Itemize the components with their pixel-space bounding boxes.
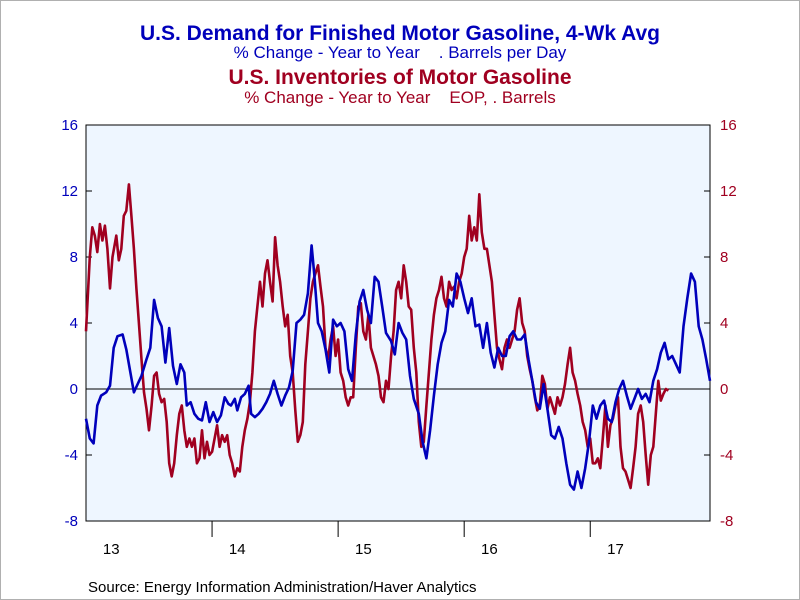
- y-left-tick-label: -4: [65, 447, 78, 464]
- y-right-tick-label: 0: [720, 381, 728, 398]
- x-tick-label: 14: [229, 541, 246, 558]
- y-left-tick-label: 0: [70, 381, 78, 398]
- series-layer: [84, 183, 712, 491]
- y-right-tick-label: 4: [720, 315, 728, 332]
- series-line-demand: [84, 244, 712, 491]
- y-left-tick-label: 4: [70, 315, 78, 332]
- y-left-tick-label: 16: [61, 117, 78, 134]
- source-note: Source: Energy Information Administratio…: [88, 579, 477, 596]
- x-axis: 13 14 15 16 17: [103, 521, 624, 558]
- x-tick-label: 16: [481, 541, 498, 558]
- x-tick-label: 15: [355, 541, 372, 558]
- y-axis-right: 16 12 8 4 0 -4 -8: [704, 117, 737, 530]
- chart-title-2: U.S. Inventories of Motor Gasoline: [228, 66, 571, 89]
- y-left-tick-label: 8: [70, 249, 78, 266]
- y-left-tick-label: -8: [65, 513, 78, 530]
- y-right-tick-label: -4: [720, 447, 733, 464]
- series-line-inventories: [84, 183, 670, 490]
- y-right-tick-label: 16: [720, 117, 737, 134]
- chart-subtitle-2: % Change - Year to Year EOP, . Barrels: [244, 88, 556, 107]
- x-tick-label: 13: [103, 541, 120, 558]
- y-right-tick-label: 12: [720, 183, 737, 200]
- y-right-tick-label: 8: [720, 249, 728, 266]
- y-left-tick-label: 12: [61, 183, 78, 200]
- y-right-tick-label: -8: [720, 513, 733, 530]
- chart-subtitle: % Change - Year to Year . Barrels per Da…: [234, 43, 567, 62]
- x-tick-label: 17: [607, 541, 624, 558]
- chart-title: U.S. Demand for Finished Motor Gasoline,…: [140, 22, 660, 45]
